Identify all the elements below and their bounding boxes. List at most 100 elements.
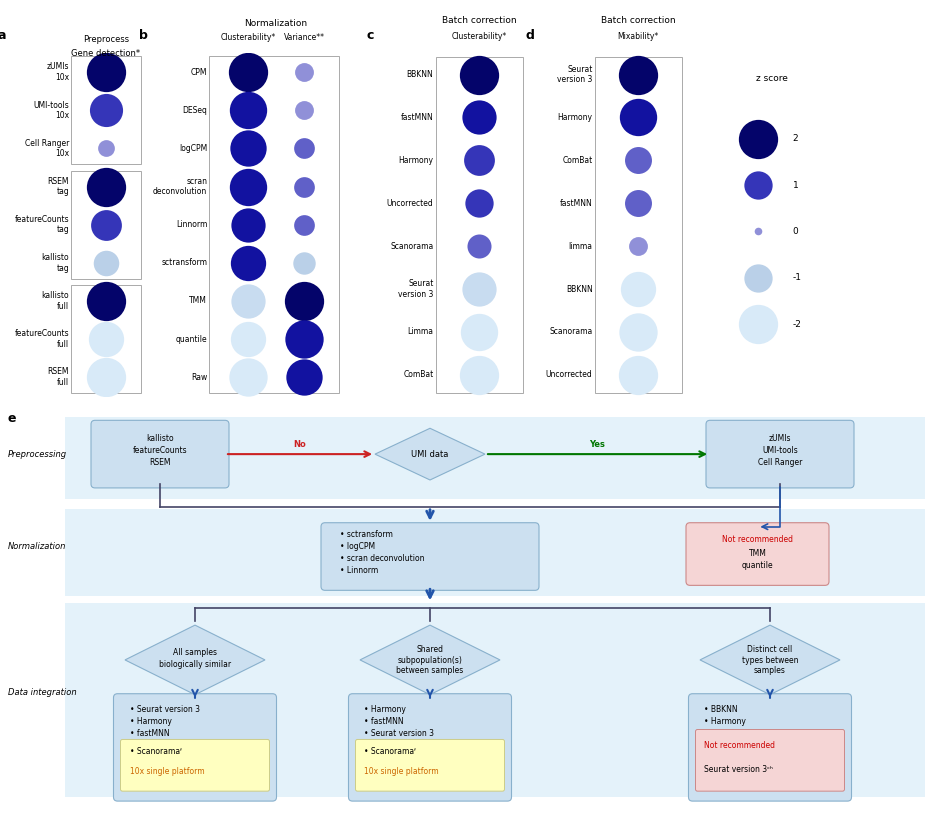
- Point: [751, 271, 766, 284]
- Text: Batch correction: Batch correction: [442, 16, 517, 25]
- Text: quantile: quantile: [176, 334, 208, 344]
- Text: kallisto
tag: kallisto tag: [41, 253, 69, 273]
- Text: Gene detection*: Gene detection*: [71, 49, 140, 58]
- Point: [98, 294, 113, 307]
- Point: [297, 333, 312, 346]
- Point: [297, 142, 312, 155]
- Text: RSEM: RSEM: [149, 458, 170, 467]
- Text: • fastMNN: • fastMNN: [129, 729, 169, 738]
- Text: sctransform: sctransform: [161, 258, 208, 267]
- Text: Normalization: Normalization: [8, 542, 66, 551]
- Point: [297, 104, 312, 117]
- Polygon shape: [125, 625, 265, 694]
- Text: Variance**: Variance**: [284, 33, 325, 42]
- Text: Scanorama: Scanorama: [390, 242, 433, 251]
- Point: [472, 68, 487, 81]
- Text: RSEM
tag: RSEM tag: [48, 176, 69, 196]
- FancyBboxPatch shape: [706, 420, 854, 488]
- Text: Cell Ranger: Cell Ranger: [758, 458, 802, 467]
- Text: quantile: quantile: [741, 561, 773, 570]
- Text: Scanorama: Scanorama: [549, 328, 592, 337]
- Point: [98, 142, 113, 155]
- Text: Normalization: Normalization: [244, 20, 308, 29]
- Text: • Harmony: • Harmony: [705, 717, 746, 726]
- Point: [631, 111, 646, 124]
- Text: d: d: [526, 29, 534, 42]
- Text: • Harmony: • Harmony: [364, 705, 406, 714]
- Text: b: b: [139, 29, 147, 42]
- Point: [241, 65, 256, 78]
- Text: • Scanoramaᶠ: • Scanoramaᶠ: [364, 747, 417, 756]
- Text: No: No: [294, 440, 306, 449]
- Text: logCPM: logCPM: [179, 144, 208, 153]
- Point: [98, 257, 113, 270]
- Text: -1: -1: [793, 273, 802, 283]
- Text: ComBat: ComBat: [563, 156, 592, 165]
- Text: Harmony: Harmony: [399, 156, 433, 165]
- Text: Linnorm: Linnorm: [176, 220, 208, 230]
- Point: [751, 225, 766, 238]
- FancyBboxPatch shape: [321, 523, 539, 591]
- Point: [631, 197, 646, 210]
- Polygon shape: [700, 625, 840, 694]
- Text: • sctransform: • sctransform: [340, 530, 393, 539]
- FancyBboxPatch shape: [91, 420, 229, 488]
- Point: [751, 179, 766, 192]
- Point: [297, 294, 312, 307]
- Text: Distinct cell: Distinct cell: [747, 645, 793, 654]
- Text: a: a: [0, 29, 7, 42]
- Text: 10x single platform: 10x single platform: [364, 767, 439, 776]
- Text: ARTICLES: ARTICLES: [838, 9, 927, 28]
- Text: z score: z score: [756, 74, 788, 83]
- FancyBboxPatch shape: [686, 523, 829, 585]
- Point: [241, 180, 256, 193]
- Text: fastMNN: fastMNN: [401, 113, 433, 122]
- Point: [751, 132, 766, 145]
- Text: Cell Ranger
10x: Cell Ranger 10x: [24, 139, 69, 158]
- Text: samples: samples: [754, 667, 786, 676]
- Point: [631, 154, 646, 167]
- Point: [631, 239, 646, 252]
- Text: UMI-tools: UMI-tools: [762, 445, 797, 454]
- FancyBboxPatch shape: [65, 509, 925, 596]
- FancyBboxPatch shape: [65, 417, 925, 499]
- Point: [98, 371, 113, 384]
- Text: • scran deconvolution: • scran deconvolution: [340, 554, 425, 563]
- Text: Preprocessing: Preprocessing: [8, 449, 67, 458]
- Text: Preprocess: Preprocess: [82, 34, 129, 43]
- Point: [297, 65, 312, 78]
- Text: -2: -2: [793, 319, 801, 328]
- Text: kallisto: kallisto: [146, 434, 174, 443]
- Point: [98, 218, 113, 231]
- Text: Seurat
version 3: Seurat version 3: [557, 65, 592, 84]
- Point: [241, 371, 256, 384]
- Text: Limma: Limma: [407, 328, 433, 337]
- FancyBboxPatch shape: [356, 739, 505, 791]
- Point: [472, 197, 487, 210]
- Text: Raw: Raw: [191, 373, 208, 382]
- FancyBboxPatch shape: [113, 694, 276, 801]
- Text: • fastMNN: • fastMNN: [364, 717, 404, 726]
- Text: DESeq: DESeq: [183, 105, 208, 115]
- Text: TMM: TMM: [189, 297, 208, 306]
- Point: [241, 294, 256, 307]
- Point: [472, 283, 487, 296]
- Point: [297, 371, 312, 384]
- Polygon shape: [360, 625, 500, 694]
- Point: [472, 154, 487, 167]
- Point: [98, 333, 113, 346]
- Text: • Scanoramaᶠ: • Scanoramaᶠ: [129, 747, 182, 756]
- Text: NATURE BIOTECHNOLOGY: NATURE BIOTECHNOLOGY: [9, 11, 211, 25]
- Polygon shape: [375, 428, 485, 480]
- Text: c: c: [367, 29, 374, 42]
- FancyBboxPatch shape: [348, 694, 511, 801]
- Text: 1: 1: [793, 181, 798, 190]
- Point: [631, 368, 646, 382]
- Text: CPM: CPM: [191, 68, 208, 77]
- Text: 0: 0: [793, 227, 798, 236]
- Point: [631, 68, 646, 81]
- Text: Mixability*: Mixability*: [618, 32, 659, 41]
- Text: featureCounts
full: featureCounts full: [14, 329, 69, 349]
- Text: All samples: All samples: [173, 649, 217, 658]
- Text: subpopulation(s): subpopulation(s): [398, 656, 462, 665]
